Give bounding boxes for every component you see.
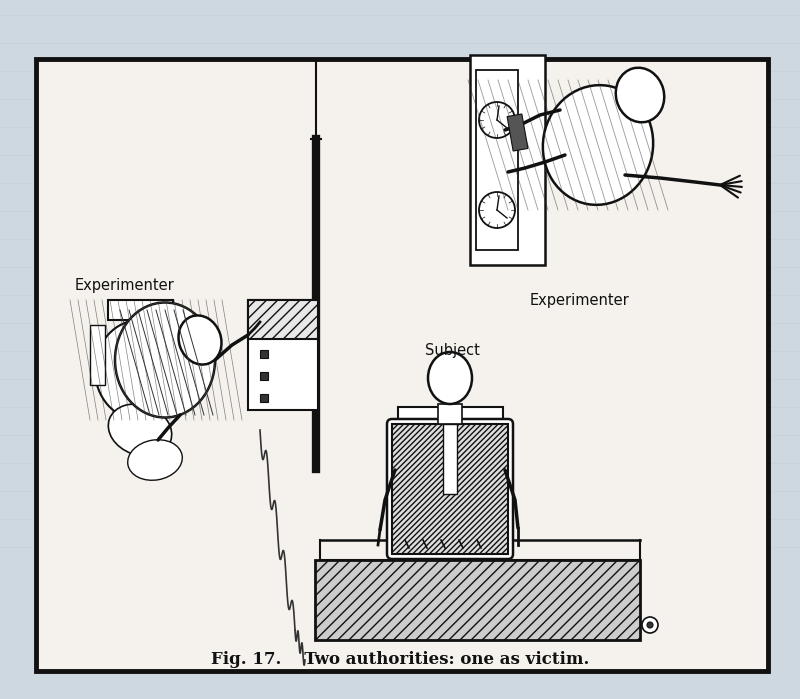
Bar <box>260 371 268 380</box>
Bar <box>392 424 508 554</box>
Text: Fig. 17.    Two authorities: one as victim.: Fig. 17. Two authorities: one as victim. <box>211 651 589 668</box>
Circle shape <box>479 192 515 228</box>
Ellipse shape <box>115 303 215 417</box>
Bar <box>248 300 318 338</box>
Circle shape <box>647 622 653 628</box>
Text: Experimenter: Experimenter <box>75 278 174 293</box>
Bar <box>398 407 503 429</box>
Ellipse shape <box>108 404 172 456</box>
Bar <box>248 300 318 410</box>
FancyBboxPatch shape <box>387 419 513 559</box>
Text: Experimenter: Experimenter <box>530 293 630 308</box>
Circle shape <box>642 617 658 633</box>
Ellipse shape <box>128 440 182 480</box>
Bar <box>260 394 268 401</box>
Bar <box>108 300 173 320</box>
Ellipse shape <box>95 320 185 420</box>
Text: Subject: Subject <box>425 343 480 358</box>
Bar <box>175 325 190 385</box>
Circle shape <box>479 102 515 138</box>
Bar <box>476 70 518 250</box>
Bar <box>507 114 528 151</box>
Bar <box>315 560 640 640</box>
Ellipse shape <box>543 85 653 205</box>
Bar <box>438 404 462 424</box>
Ellipse shape <box>616 68 664 122</box>
Bar <box>470 55 545 265</box>
Ellipse shape <box>178 315 222 365</box>
Bar <box>443 424 457 494</box>
Ellipse shape <box>428 352 472 404</box>
Bar <box>260 350 268 357</box>
Bar <box>36 59 768 671</box>
Bar <box>90 325 105 385</box>
